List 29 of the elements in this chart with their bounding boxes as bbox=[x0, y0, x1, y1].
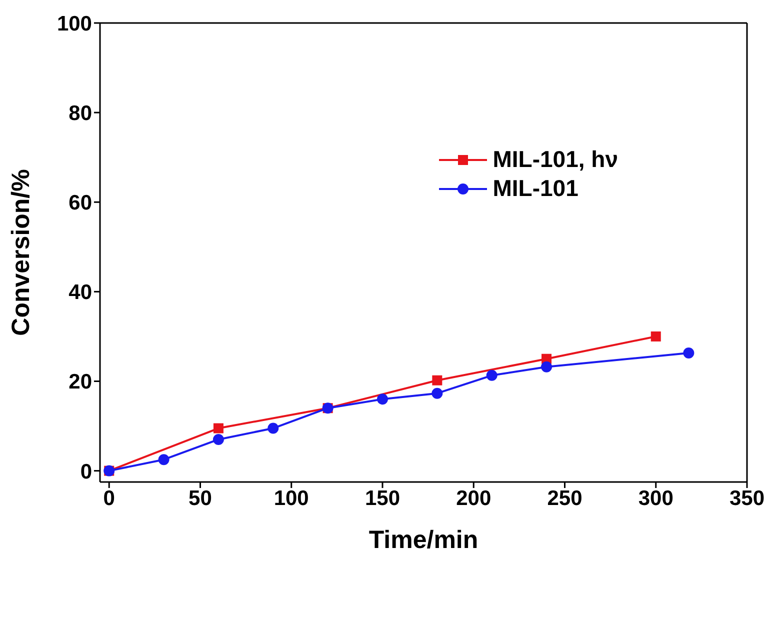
point bbox=[432, 375, 442, 386]
y-tick-label: 60 bbox=[68, 192, 92, 215]
y-axis-title: Conversion/% bbox=[6, 169, 35, 336]
point bbox=[158, 454, 170, 466]
point bbox=[268, 422, 279, 434]
x-tick-label: 150 bbox=[364, 486, 400, 510]
point bbox=[212, 434, 224, 445]
point bbox=[376, 394, 388, 405]
x-tick-label: 0 bbox=[103, 486, 115, 510]
x-tick-label: 50 bbox=[188, 486, 212, 510]
x-axis-title: Time/min bbox=[368, 526, 478, 554]
point bbox=[541, 361, 552, 372]
y-tick-label: 0 bbox=[80, 460, 92, 484]
x-tick-label: 350 bbox=[729, 486, 765, 510]
x-tick-label: 250 bbox=[547, 486, 582, 510]
x-tick-label: 100 bbox=[274, 486, 309, 510]
x-tick-label: 300 bbox=[638, 486, 674, 510]
x-tick-label: 200 bbox=[456, 486, 492, 510]
point bbox=[432, 388, 443, 399]
point bbox=[486, 370, 498, 381]
y-tick-label: 80 bbox=[68, 102, 92, 126]
y-tick-label: 100 bbox=[56, 12, 92, 36]
point bbox=[213, 423, 224, 434]
y-tick-label: 20 bbox=[68, 370, 92, 394]
legend-label: MIL-101, hν bbox=[492, 146, 618, 173]
y-tick-label: 40 bbox=[68, 281, 92, 304]
legend-label: MIL-101 bbox=[492, 175, 578, 202]
point bbox=[650, 331, 661, 342]
point bbox=[683, 348, 694, 359]
